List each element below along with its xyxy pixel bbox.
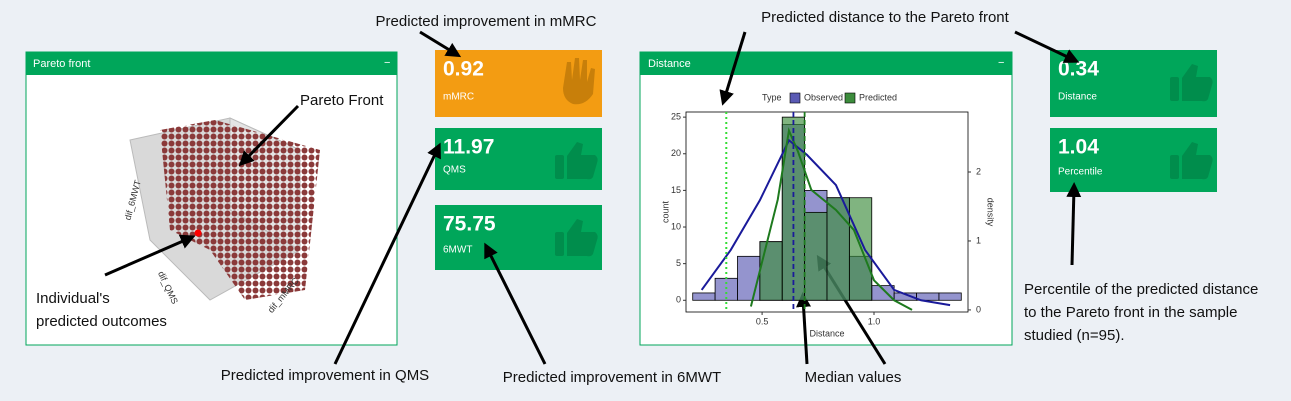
arrow [1014, 30, 1080, 63]
box-value: 1.04 [1058, 136, 1099, 159]
individual-point [194, 229, 202, 237]
histogram-bar [938, 292, 962, 301]
panel-title: Pareto front [33, 58, 90, 70]
pareto-header [26, 52, 397, 75]
histogram-bar [804, 211, 828, 301]
annotation: Pareto Front [300, 92, 384, 109]
x-tick-label: 0.5 [756, 316, 769, 326]
icon [555, 232, 564, 256]
histogram-bar [737, 255, 761, 301]
arrow [719, 31, 747, 106]
plot-frame [685, 111, 969, 313]
panel-title: Distance [648, 58, 691, 70]
x-axis-label: Distance [809, 328, 844, 338]
arrow [1066, 182, 1082, 266]
y-axis-label: count [660, 200, 670, 223]
annotation: Percentile of the predicted distance [1024, 281, 1258, 298]
box-label: Percentile [1058, 167, 1103, 178]
icon [555, 155, 564, 179]
annotation: Predicted improvement in QMS [221, 367, 429, 384]
icon [563, 58, 595, 105]
y-tick-label: 10 [671, 221, 681, 231]
arrow [419, 30, 462, 58]
x-tick-label: 1.0 [868, 316, 881, 326]
y-tick-label: 25 [671, 112, 681, 122]
value-boxes: 0.92 mMRC 11.97 QMS 75.75 6MWT 0.34 Distance 1.0… [435, 50, 1217, 270]
icon [567, 142, 598, 180]
box-label: 6MWT [443, 245, 472, 256]
arrow [333, 142, 441, 365]
annotation: Individual's [36, 290, 110, 307]
density-curve [700, 138, 951, 307]
legend-label: Observed [804, 92, 843, 102]
icon [1182, 142, 1213, 180]
y2-tick-label: 0 [976, 304, 981, 314]
histogram-bar [714, 277, 738, 301]
y-tick-label: 5 [676, 258, 681, 268]
histogram-bar [692, 292, 716, 301]
arrow [238, 104, 300, 167]
collapse-button[interactable]: − [384, 57, 390, 69]
legend-swatch [844, 92, 856, 104]
density-curve [749, 127, 913, 311]
arrow [484, 242, 547, 365]
annotation: Median values [805, 369, 902, 386]
box-label: QMS [443, 165, 466, 176]
box-value: 11.97 [443, 136, 494, 159]
legend-title: Type [762, 92, 782, 102]
annotation: Predicted improvement in mMRC [376, 13, 597, 30]
histogram-bar [759, 241, 783, 301]
y-tick-label: 15 [671, 185, 681, 195]
box-label: Distance [1058, 92, 1097, 103]
arrow [796, 292, 812, 365]
scatter-cloud [160, 120, 320, 300]
annotation: Predicted improvement in 6MWT [503, 369, 721, 386]
distance-header [640, 52, 1012, 75]
icon [567, 219, 598, 257]
y-tick-label: 20 [671, 148, 681, 158]
annotation: to the Pareto front in the sample [1024, 304, 1237, 321]
icon [1170, 77, 1179, 101]
y2-axis-label: density [986, 198, 996, 227]
box-label: mMRC [443, 92, 474, 103]
icon [1170, 155, 1179, 179]
box-value: 0.34 [1058, 58, 1099, 81]
legend-swatch [789, 92, 801, 104]
collapse-button[interactable]: − [998, 57, 1004, 69]
y2-tick-label: 2 [976, 166, 981, 176]
y-tick-label: 0 [676, 295, 681, 305]
annotation: studied (n=95). [1024, 327, 1124, 344]
annotation: predicted outcomes [36, 313, 167, 330]
box-value: 75.75 [443, 213, 496, 236]
y2-tick-label: 1 [976, 235, 981, 245]
legend-label: Predicted [859, 92, 897, 102]
box-value: 0.92 [443, 58, 484, 81]
arrow [104, 234, 196, 277]
annotation: Predicted distance to the Pareto front [761, 9, 1009, 26]
icon [1182, 64, 1213, 102]
